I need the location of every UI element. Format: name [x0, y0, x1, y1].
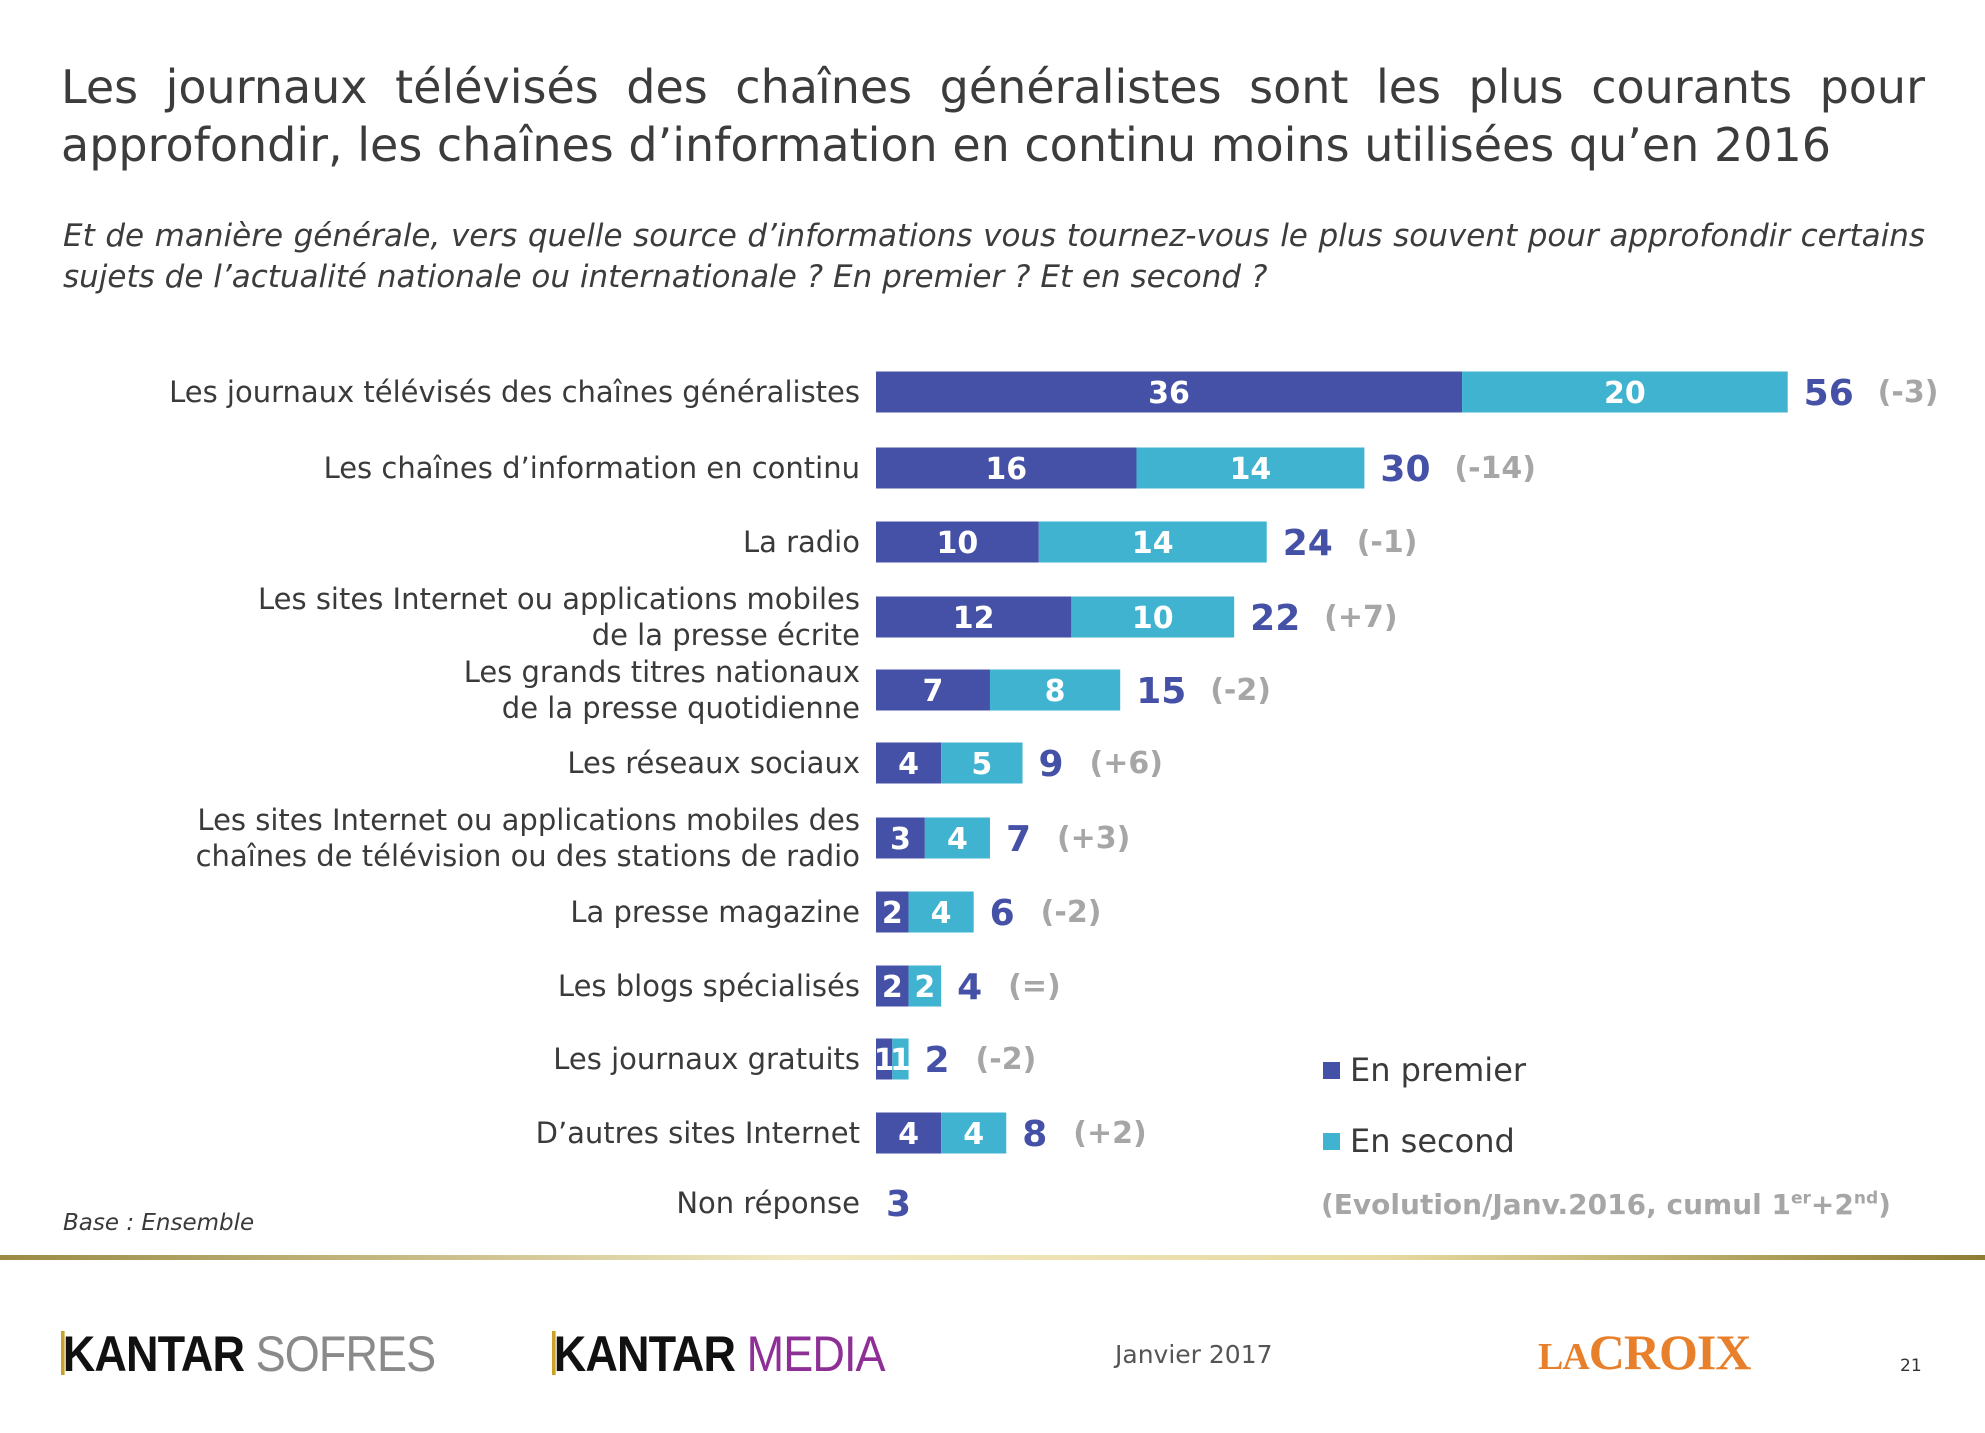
segment-value-label: 10: [937, 526, 979, 561]
evolution-label: (+6): [1090, 746, 1163, 781]
report-date: Janvier 2017: [1115, 1340, 1273, 1369]
bar-segment-second: [892, 1038, 909, 1080]
page-number: 21: [1900, 1356, 1922, 1376]
bar-segment-premier: [876, 447, 1137, 489]
category-label: Les grands titres nationaux: [464, 655, 860, 689]
bar-segment-premier: [876, 1038, 893, 1080]
kantar-media-logo: KANTAR MEDIA: [552, 1326, 886, 1382]
category-label: chaînes de télévision ou des stations de…: [196, 839, 860, 873]
total-value-label: 9: [1039, 744, 1064, 785]
legend-item-premier: En premier: [1323, 1051, 1526, 1089]
total-value-label: 2: [925, 1040, 950, 1081]
evolution-label: (=): [1008, 969, 1061, 1004]
category-label: Les sites Internet ou applications mobil…: [197, 803, 860, 837]
total-value-label: 3: [886, 1184, 911, 1225]
segment-value-label: 2: [882, 970, 903, 1005]
segment-value-label: 4: [931, 896, 952, 931]
category-label: La radio: [743, 525, 860, 559]
segment-value-label: 2: [882, 896, 903, 931]
bar-segment-premier: [876, 817, 925, 859]
evolution-label: (+2): [1073, 1116, 1146, 1151]
segment-value-label: 3: [890, 822, 911, 857]
evolution-label: (-14): [1454, 451, 1536, 486]
evolution-note: (Evolution/Janv.2016, cumul 1er+2nd): [1321, 1188, 1891, 1221]
bar-segment-premier: [876, 521, 1039, 563]
legend-swatch-second: [1323, 1132, 1340, 1150]
segment-value-label: 8: [1045, 674, 1066, 709]
segment-value-label: 1: [874, 1043, 895, 1078]
category-label: D’autres sites Internet: [536, 1116, 860, 1150]
evolution-label: (+3): [1057, 821, 1130, 856]
segment-value-label: 10: [1132, 601, 1174, 636]
category-label: Les journaux gratuits: [553, 1042, 860, 1076]
evolution-label: (-3): [1878, 375, 1939, 410]
total-value-label: 22: [1250, 598, 1300, 639]
segment-value-label: 1: [890, 1043, 911, 1078]
bar-segment-second: [908, 891, 974, 933]
segment-value-label: 5: [971, 747, 992, 782]
total-value-label: 15: [1136, 671, 1186, 712]
bar-segment-premier: [876, 965, 909, 1007]
total-value-label: 8: [1022, 1114, 1047, 1155]
total-value-label: 30: [1380, 449, 1430, 490]
bar-segment-second: [941, 742, 1023, 784]
category-label: de la presse quotidienne: [502, 691, 860, 725]
bar-segment-second: [1038, 521, 1267, 563]
category-label: Les sites Internet ou applications mobil…: [258, 582, 860, 616]
segment-value-label: 14: [1132, 526, 1174, 561]
bar-segment-premier: [876, 891, 909, 933]
bar-segment-premier: [876, 1112, 942, 1154]
segment-value-label: 2: [914, 970, 935, 1005]
legend-label-second: En second: [1350, 1122, 1515, 1160]
segment-value-label: 4: [947, 822, 968, 857]
bar-segment-second: [1136, 447, 1365, 489]
category-label: Les chaînes d’information en continu: [324, 451, 860, 485]
segment-value-label: 16: [985, 452, 1027, 487]
bar-segment-premier: [876, 596, 1072, 638]
survey-question: Et de manière générale, vers quelle sour…: [63, 218, 1925, 295]
segment-value-label: 7: [923, 674, 944, 709]
total-value-label: 4: [957, 967, 982, 1008]
legend-item-second: En second: [1323, 1122, 1515, 1160]
category-label: Non réponse: [676, 1186, 860, 1220]
total-value-label: 6: [990, 893, 1015, 934]
bar-segment-second: [924, 817, 990, 859]
category-label: La presse magazine: [570, 895, 860, 929]
slide-title: Les journaux télévisés des chaînes génér…: [61, 60, 1925, 172]
segment-value-label: 20: [1604, 376, 1646, 411]
kantar-sofres-logo: KANTAR SOFRES: [61, 1326, 436, 1382]
legend-label-premier: En premier: [1350, 1051, 1527, 1089]
base-note: Base : Ensemble: [63, 1210, 255, 1236]
bar-segment-premier: [876, 371, 1463, 413]
total-value-label: 7: [1006, 819, 1031, 860]
bar-segment-second: [908, 965, 942, 1007]
segment-value-label: 4: [898, 747, 919, 782]
category-label: Les journaux télévisés des chaînes génér…: [169, 375, 860, 409]
total-value-label: 24: [1283, 523, 1333, 564]
bar-segment-second: [941, 1112, 1007, 1154]
bar-segment-second: [989, 669, 1121, 711]
evolution-label: (-2): [1210, 673, 1271, 708]
bar-segment-second: [1071, 596, 1235, 638]
evolution-label: (-2): [976, 1042, 1037, 1077]
total-value-label: 56: [1804, 373, 1854, 414]
bar-segment-premier: [876, 669, 990, 711]
la-croix-logo: LACROIX: [1538, 1324, 1751, 1380]
evolution-label: (-1): [1357, 525, 1418, 560]
bar-segment-second: [1462, 371, 1788, 413]
bar-segment-premier: [876, 742, 942, 784]
legend-swatch-premier: [1323, 1061, 1340, 1079]
segment-value-label: 4: [963, 1117, 984, 1152]
segment-value-label: 4: [898, 1117, 919, 1152]
evolution-label: (+7): [1324, 600, 1397, 635]
evolution-label: (-2): [1041, 895, 1102, 930]
category-label: de la presse écrite: [592, 618, 860, 652]
footer-divider: [0, 1255, 1985, 1260]
stacked-bar-chart: Les journaux télévisés des chaînes génér…: [169, 371, 1939, 1225]
category-label: Les réseaux sociaux: [567, 746, 860, 780]
category-label: Les blogs spécialisés: [558, 969, 860, 1003]
segment-value-label: 12: [953, 601, 995, 636]
segment-value-label: 14: [1230, 452, 1272, 487]
segment-value-label: 36: [1148, 376, 1190, 411]
